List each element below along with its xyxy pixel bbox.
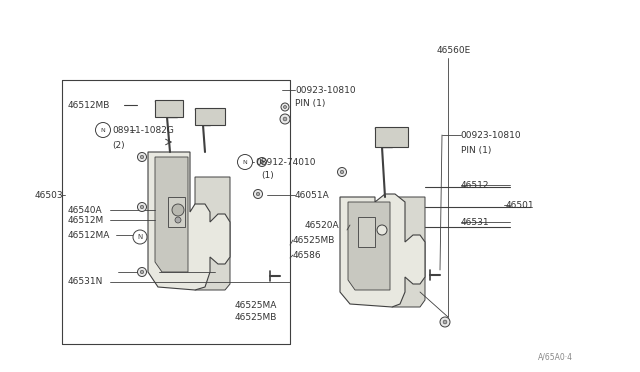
Text: N: N — [100, 128, 106, 132]
Text: A/65A0·4: A/65A0·4 — [538, 353, 573, 362]
Polygon shape — [168, 197, 185, 227]
Text: PIN (1): PIN (1) — [295, 99, 325, 108]
Text: 46512MA: 46512MA — [68, 231, 110, 240]
Circle shape — [138, 202, 147, 212]
Polygon shape — [195, 108, 225, 125]
Text: 46531: 46531 — [461, 218, 490, 227]
Circle shape — [237, 154, 253, 170]
Text: 08911-1082G: 08911-1082G — [112, 125, 174, 135]
Circle shape — [140, 205, 144, 209]
Circle shape — [377, 225, 387, 235]
Circle shape — [337, 167, 346, 176]
Circle shape — [172, 204, 184, 216]
Text: 46525MB: 46525MB — [235, 314, 277, 323]
Text: 00923-10810: 00923-10810 — [461, 131, 522, 140]
Text: 46586: 46586 — [293, 250, 322, 260]
Text: 46512M: 46512M — [68, 215, 104, 224]
Circle shape — [140, 155, 144, 159]
Circle shape — [284, 106, 287, 109]
Circle shape — [260, 160, 264, 164]
Polygon shape — [148, 152, 230, 290]
Polygon shape — [155, 157, 188, 272]
Polygon shape — [392, 197, 425, 307]
Circle shape — [257, 157, 266, 167]
Polygon shape — [348, 202, 390, 290]
Text: 46525MB: 46525MB — [293, 235, 335, 244]
Circle shape — [283, 117, 287, 121]
Circle shape — [133, 230, 147, 244]
Text: 46512: 46512 — [461, 180, 490, 189]
Text: 46501: 46501 — [506, 201, 534, 209]
Text: 46540A: 46540A — [68, 205, 102, 215]
Text: 46520A: 46520A — [305, 221, 340, 230]
Polygon shape — [195, 177, 230, 290]
Circle shape — [95, 122, 111, 138]
Circle shape — [440, 317, 450, 327]
Circle shape — [140, 270, 144, 274]
Text: (1): (1) — [261, 170, 274, 180]
Circle shape — [138, 153, 147, 161]
Text: 08912-74010: 08912-74010 — [255, 157, 316, 167]
Circle shape — [253, 189, 262, 199]
Text: (2): (2) — [112, 141, 125, 150]
Circle shape — [281, 103, 289, 111]
Text: N: N — [138, 234, 143, 240]
Circle shape — [256, 192, 260, 196]
Text: 46503: 46503 — [35, 190, 63, 199]
Polygon shape — [155, 100, 183, 117]
Text: 46512MB: 46512MB — [68, 100, 110, 109]
Polygon shape — [358, 217, 375, 247]
Text: 46560E: 46560E — [436, 45, 471, 55]
Circle shape — [340, 170, 344, 174]
Text: N: N — [243, 160, 248, 164]
Text: PIN (1): PIN (1) — [461, 145, 491, 154]
Circle shape — [138, 267, 147, 276]
Circle shape — [443, 320, 447, 324]
Text: 46051A: 46051A — [295, 190, 330, 199]
Circle shape — [280, 114, 290, 124]
Text: 46531N: 46531N — [68, 278, 104, 286]
Circle shape — [175, 217, 181, 223]
Text: 00923-10810: 00923-10810 — [295, 86, 356, 94]
Text: 46525MA: 46525MA — [235, 301, 277, 310]
Polygon shape — [340, 194, 425, 307]
Polygon shape — [375, 127, 408, 147]
